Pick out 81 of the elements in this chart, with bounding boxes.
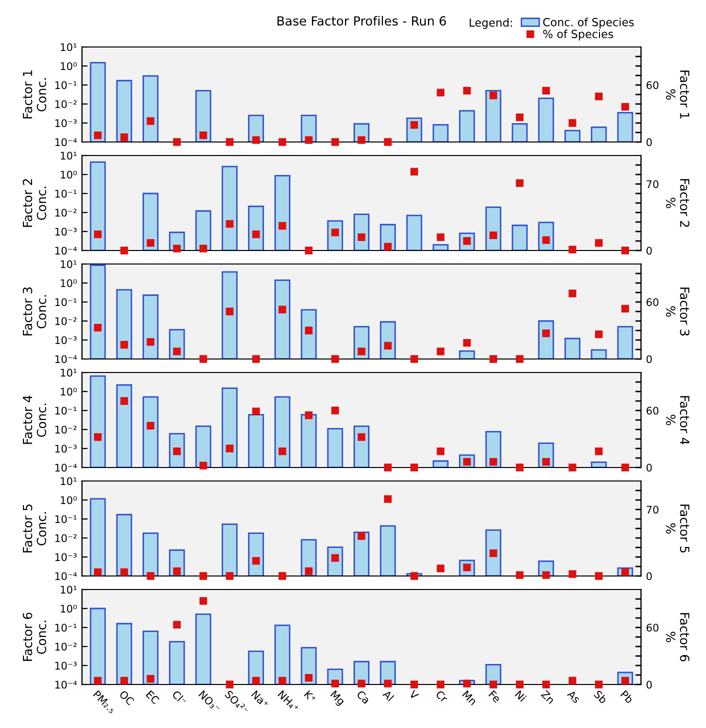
- y2-tick-label: 0: [646, 355, 652, 364]
- y-tick-label: 10⁻¹: [55, 81, 77, 90]
- x-tick-label: Mn: [462, 690, 478, 706]
- y-tick-label: 10⁻³: [55, 553, 77, 562]
- y-tick-label: 10¹: [60, 260, 77, 268]
- y-tick-label: 10⁰: [60, 388, 77, 396]
- y-tick-label: 10⁻²: [55, 208, 76, 217]
- x-tick-label: Na⁺: [251, 690, 270, 708]
- y2-tick-label: 60: [646, 624, 658, 632]
- x-tick-label: V: [408, 690, 419, 700]
- x-tick-label: EC: [146, 690, 160, 704]
- y-tick-label: 10⁻²: [55, 642, 76, 651]
- y2-tick-label: 0: [646, 680, 652, 689]
- y-tick-label: 10⁻³: [55, 444, 77, 453]
- y2-axis-title: Factor 5 %: [666, 504, 690, 553]
- y2-axis-title: Factor 4 %: [666, 396, 690, 444]
- y2-axis-title: Factor 2 %: [666, 179, 690, 227]
- y-tick-label: 10⁰: [60, 604, 77, 613]
- chart-title: Base Factor Profiles - Run 6: [278, 16, 446, 26]
- y2-axis-title: Factor 3 %: [666, 288, 690, 336]
- y-axis-title: Factor 5 Conc.: [22, 504, 46, 552]
- y-tick-label: 10⁻⁴: [55, 355, 77, 364]
- y-tick-label: 10¹: [60, 152, 77, 160]
- x-tick-label: Fe: [488, 690, 502, 704]
- x-tick-label: OC: [118, 690, 135, 706]
- y-tick-label: 10¹: [60, 43, 77, 52]
- x-tick-label: Zn: [540, 690, 555, 704]
- x-tick-label: Mg: [328, 690, 346, 707]
- y-tick-label: 10¹: [60, 586, 77, 594]
- y-tick-label: 10⁰: [60, 496, 77, 504]
- y-tick-label: 10⁻¹: [55, 298, 77, 306]
- x-tick-label: Pb: [620, 690, 634, 704]
- y-tick-label: 10⁻¹: [55, 190, 77, 198]
- y-tick-label: 10⁰: [60, 170, 77, 179]
- y-axis-title: Factor 6 Conc.: [22, 612, 46, 661]
- y-tick-label: 10⁻²: [55, 426, 76, 434]
- y2-axis-title: Factor 6 %: [666, 613, 690, 662]
- x-tick-label: As: [566, 690, 581, 704]
- y-tick-label: 10⁻⁴: [55, 680, 77, 689]
- x-tick-label: K⁺: [304, 690, 317, 704]
- y-tick-label: 10⁻³: [55, 662, 77, 670]
- y-tick-label: 10⁻¹: [55, 406, 77, 415]
- y-tick-label: 10⁻²: [55, 100, 76, 108]
- y-tick-label: 10⁻¹: [55, 515, 77, 524]
- y-tick-label: 10⁻³: [55, 119, 77, 128]
- y-axis-title: Factor 1 Conc.: [22, 70, 46, 118]
- x-tick-label: Ca: [356, 690, 370, 704]
- y2-tick-label: 0: [646, 138, 652, 146]
- x-tick-label: Cl⁻: [172, 690, 188, 706]
- y-tick-label: 10⁻⁴: [55, 572, 77, 580]
- y-tick-label: 10⁰: [60, 62, 77, 70]
- y-tick-label: 10⁻⁴: [55, 464, 77, 472]
- y-tick-label: 10¹: [60, 477, 77, 486]
- x-tick-label: Sb: [594, 690, 608, 704]
- y-tick-label: 10⁻³: [55, 336, 77, 344]
- y-axis-title: Factor 3 Conc.: [22, 287, 46, 336]
- legend-label: % of Species: [543, 30, 614, 40]
- y-axis-title: Factor 2 Conc.: [22, 179, 46, 227]
- y-tick-label: 10⁻⁴: [55, 138, 77, 146]
- y2-tick-label: 0: [646, 572, 652, 580]
- y2-tick-label: 70: [646, 180, 658, 188]
- y-tick-label: 10⁻¹: [55, 624, 77, 632]
- y2-tick-label: 60: [646, 81, 658, 90]
- y2-tick-label: 70: [646, 506, 658, 514]
- y2-tick-label: 0: [646, 464, 652, 472]
- y2-axis-title: Factor 1 %: [666, 70, 690, 118]
- x-tick-label: Ni: [514, 690, 527, 702]
- x-tick-label: Cr: [435, 690, 449, 704]
- y-tick-label: 10⁻²: [55, 317, 76, 326]
- y-tick-label: 10⁰: [60, 279, 77, 288]
- y2-tick-label: 60: [646, 298, 658, 306]
- legend-label: Conc. of Species: [543, 18, 634, 28]
- y2-tick-label: 60: [646, 406, 658, 415]
- y-tick-label: 10⁻²: [55, 534, 76, 542]
- y-tick-label: 10¹: [60, 368, 77, 377]
- legend-title: Legend:: [470, 18, 512, 29]
- y-tick-label: 10⁻³: [55, 228, 77, 236]
- y-axis-title: Factor 4 Conc.: [22, 396, 46, 444]
- y-tick-label: 10⁻⁴: [55, 246, 77, 255]
- y2-tick-label: 0: [646, 246, 652, 255]
- x-tick-label: Al: [382, 689, 394, 702]
